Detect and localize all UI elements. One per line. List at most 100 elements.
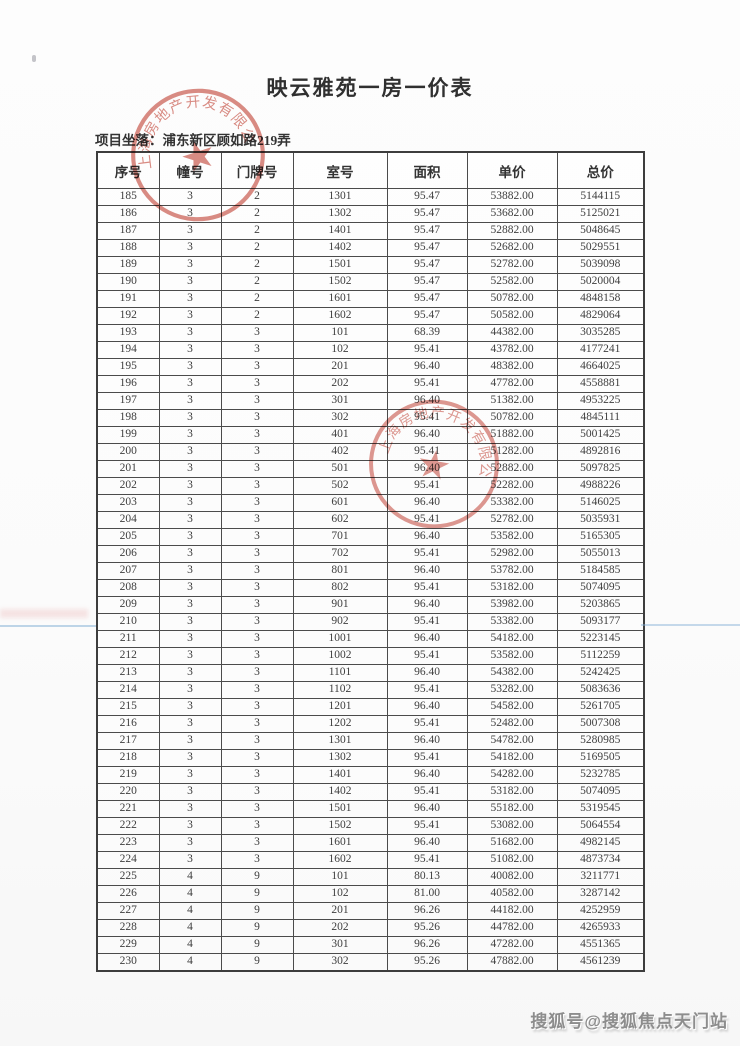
table-cell: 3	[158, 443, 222, 461]
table-cell: 3	[158, 732, 222, 750]
table-cell: 96.40	[386, 698, 468, 716]
table-cell: 43782.00	[466, 341, 558, 359]
table-row: 215 3 3 1201 96.40 54582.00 5261705	[96, 698, 645, 716]
table-cell: 4558881	[556, 375, 645, 393]
table-cell: 201	[96, 460, 160, 478]
table-cell: 5261705	[556, 698, 645, 716]
table-cell: 95.47	[386, 188, 468, 206]
table-cell: 5048645	[556, 222, 645, 240]
table-row: 191 3 2 1601 95.47 50782.00 4848158	[96, 290, 645, 308]
table-cell: 96.40	[386, 392, 468, 410]
table-cell: 205	[96, 528, 160, 546]
table-cell: 53282.00	[466, 681, 558, 699]
table-cell: 901	[292, 596, 388, 614]
table-cell: 81.00	[386, 885, 468, 903]
table-cell: 5280985	[556, 732, 645, 750]
table-cell: 52282.00	[466, 477, 558, 495]
table-cell: 4265933	[556, 919, 645, 937]
table-cell: 3	[158, 647, 222, 665]
table-cell: 199	[96, 426, 160, 444]
table-cell: 53782.00	[466, 562, 558, 580]
table-cell: 802	[292, 579, 388, 597]
table-cell: 3211771	[556, 868, 645, 886]
table-cell: 2	[220, 188, 294, 206]
table-cell: 95.47	[386, 239, 468, 257]
table-cell: 95.41	[386, 647, 468, 665]
table-cell: 3	[220, 511, 294, 529]
table-row: 217 3 3 1301 96.40 54782.00 5280985	[96, 732, 645, 750]
table-cell: 2	[220, 290, 294, 308]
table-cell: 3	[158, 817, 222, 835]
table-cell: 202	[292, 375, 388, 393]
column-header: 单价	[466, 151, 558, 189]
table-cell: 54282.00	[466, 766, 558, 784]
table-cell: 53682.00	[466, 205, 558, 223]
table-cell: 95.41	[386, 545, 468, 563]
table-cell: 801	[292, 562, 388, 580]
table-cell: 1402	[292, 783, 388, 801]
table-row: 223 3 3 1601 96.40 51682.00 4982145	[96, 834, 645, 852]
table-cell: 194	[96, 341, 160, 359]
table-cell: 301	[292, 936, 388, 954]
table-cell: 3	[220, 341, 294, 359]
table-cell: 95.47	[386, 205, 468, 223]
table-row: 186 3 2 1302 95.47 53682.00 5125021	[96, 205, 645, 223]
table-cell: 2	[220, 222, 294, 240]
table-cell: 52882.00	[466, 460, 558, 478]
table-cell: 402	[292, 443, 388, 461]
table-cell: 3	[158, 205, 222, 223]
table-cell: 4829064	[556, 307, 645, 325]
table-cell: 95.26	[386, 953, 468, 972]
table-cell: 1602	[292, 851, 388, 869]
table-cell: 50782.00	[466, 409, 558, 427]
table-cell: 95.41	[386, 715, 468, 733]
table-cell: 215	[96, 698, 160, 716]
table-row: 224 3 3 1602 95.41 51082.00 4873734	[96, 851, 645, 869]
table-cell: 52782.00	[466, 256, 558, 274]
table-cell: 223	[96, 834, 160, 852]
table-cell: 54782.00	[466, 732, 558, 750]
table-cell: 5074095	[556, 579, 645, 597]
table-cell: 3	[220, 698, 294, 716]
table-cell: 95.41	[386, 851, 468, 869]
table-row: 214 3 3 1102 95.41 53282.00 5083636	[96, 681, 645, 699]
table-cell: 95.47	[386, 290, 468, 308]
table-cell: 3	[158, 256, 222, 274]
table-cell: 4	[158, 902, 222, 920]
table-row: 218 3 3 1302 95.41 54182.00 5169505	[96, 749, 645, 767]
table-cell: 227	[96, 902, 160, 920]
table-cell: 95.41	[386, 477, 468, 495]
column-header: 面积	[386, 151, 468, 189]
table-cell: 229	[96, 936, 160, 954]
table-cell: 1302	[292, 749, 388, 767]
table-cell: 9	[220, 902, 294, 920]
table-cell: 96.40	[386, 630, 468, 648]
table-cell: 51082.00	[466, 851, 558, 869]
table-cell: 3	[220, 375, 294, 393]
table-cell: 40582.00	[466, 885, 558, 903]
table-cell: 198	[96, 409, 160, 427]
table-cell: 3	[158, 579, 222, 597]
table-cell: 3	[220, 766, 294, 784]
table-cell: 4953225	[556, 392, 645, 410]
table-cell: 213	[96, 664, 160, 682]
table-cell: 44782.00	[466, 919, 558, 937]
table-cell: 191	[96, 290, 160, 308]
table-cell: 95.47	[386, 256, 468, 274]
table-cell: 3	[158, 698, 222, 716]
table-cell: 3	[158, 375, 222, 393]
table-cell: 1602	[292, 307, 388, 325]
table-cell: 4892816	[556, 443, 645, 461]
table-cell: 2	[220, 307, 294, 325]
table-cell: 68.39	[386, 324, 468, 342]
table-cell: 4845111	[556, 409, 645, 427]
table-row: 221 3 3 1501 96.40 55182.00 5319545	[96, 800, 645, 818]
table-cell: 96.26	[386, 936, 468, 954]
table-row: 230 4 9 302 95.26 47882.00 4561239	[96, 953, 645, 972]
table-cell: 95.41	[386, 783, 468, 801]
table-cell: 95.26	[386, 919, 468, 937]
table-row: 227 4 9 201 96.26 44182.00 4252959	[96, 902, 645, 920]
table-cell: 3	[220, 664, 294, 682]
column-header: 总价	[556, 151, 645, 189]
